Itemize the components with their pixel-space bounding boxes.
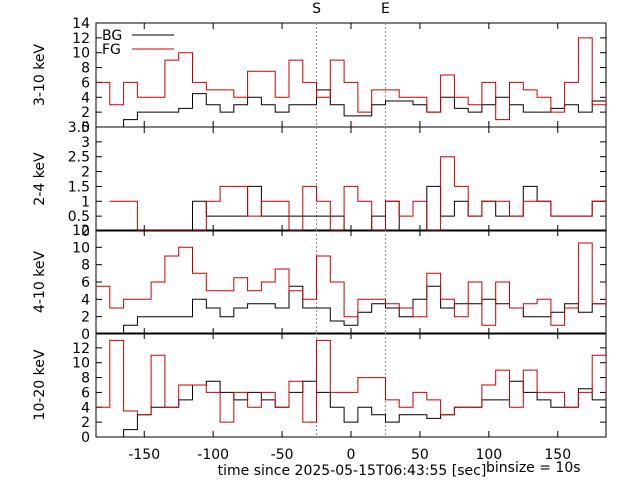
y-tick-label: 3 <box>81 135 90 151</box>
series-fg-panel-2 <box>96 242 606 326</box>
y-tick-label: 8 <box>81 258 90 274</box>
y-tick-label: 10 <box>72 46 90 62</box>
panel-frame-3 <box>95 332 607 438</box>
y-axis-label: 3-10 keV <box>32 44 48 106</box>
x-axis-label: time since 2025-05-15T06:43:55 [sec] <box>218 463 487 479</box>
panel-frame-0 <box>95 22 607 128</box>
series-bg-panel-0 <box>109 89 606 127</box>
y-tick-label: 1.5 <box>68 179 90 195</box>
y-tick-label: 2 <box>81 165 90 181</box>
series-bg-panel-2 <box>109 285 606 334</box>
x-tick-label: -50 <box>271 447 294 463</box>
x-tick-label: -150 <box>128 447 160 463</box>
y-tick-label: 0 <box>81 327 90 343</box>
y-tick-label: 4 <box>81 292 90 308</box>
y-tick-label: 10 <box>72 356 90 372</box>
x-tick-label: 100 <box>475 447 502 463</box>
panel-frame-2 <box>95 229 607 335</box>
y-tick-label: 14 <box>72 16 90 32</box>
series-bg-panel-3 <box>109 380 606 437</box>
y-axis-label: 2-4 keV <box>32 152 48 206</box>
series-bg-panel-1 <box>164 185 606 231</box>
marker-label-s: S <box>312 1 321 17</box>
y-tick-label: 8 <box>81 61 90 77</box>
y-tick-label: 12 <box>72 341 90 357</box>
panel-frame-1 <box>95 126 607 232</box>
y-tick-label: 12 <box>72 223 90 239</box>
y-tick-label: 1 <box>81 194 90 210</box>
binsize-note: binsize = 10s <box>486 460 581 476</box>
x-tick-label: 150 <box>544 447 571 463</box>
y-tick-label: 0 <box>81 224 90 240</box>
marker-label-e: E <box>381 1 390 17</box>
y-tick-label: 4 <box>81 90 90 106</box>
y-tick-label: 2 <box>81 415 90 431</box>
y-axis-label: 10-20 keV <box>32 349 48 420</box>
y-tick-label: 4 <box>81 400 90 416</box>
y-tick-label: 2 <box>81 105 90 121</box>
y-tick-label: 0 <box>81 120 90 136</box>
y-tick-label: 8 <box>81 371 90 387</box>
y-tick-label: 2.5 <box>68 150 90 166</box>
y-tick-label: 12 <box>72 31 90 47</box>
y-tick-label: 6 <box>81 385 90 401</box>
series-fg-panel-3 <box>96 339 606 423</box>
y-tick-label: 6 <box>81 75 90 91</box>
legend-label-fg: FG <box>102 42 121 58</box>
y-axis-label: 4-10 keV <box>32 251 48 313</box>
x-tick-label: -100 <box>197 447 229 463</box>
series-fg-panel-0 <box>96 37 606 121</box>
x-tick-label: 0 <box>347 447 356 463</box>
y-tick-label: 3.5 <box>68 120 90 136</box>
y-tick-label: 2 <box>81 310 90 326</box>
y-tick-label: 0 <box>81 430 90 446</box>
series-fg-panel-1 <box>109 156 606 231</box>
legend-label-bg: BG <box>102 28 122 44</box>
y-tick-label: 0.5 <box>68 209 90 225</box>
y-tick-label: 10 <box>72 240 90 256</box>
y-tick-label: 6 <box>81 275 90 291</box>
x-tick-label: 50 <box>411 447 429 463</box>
